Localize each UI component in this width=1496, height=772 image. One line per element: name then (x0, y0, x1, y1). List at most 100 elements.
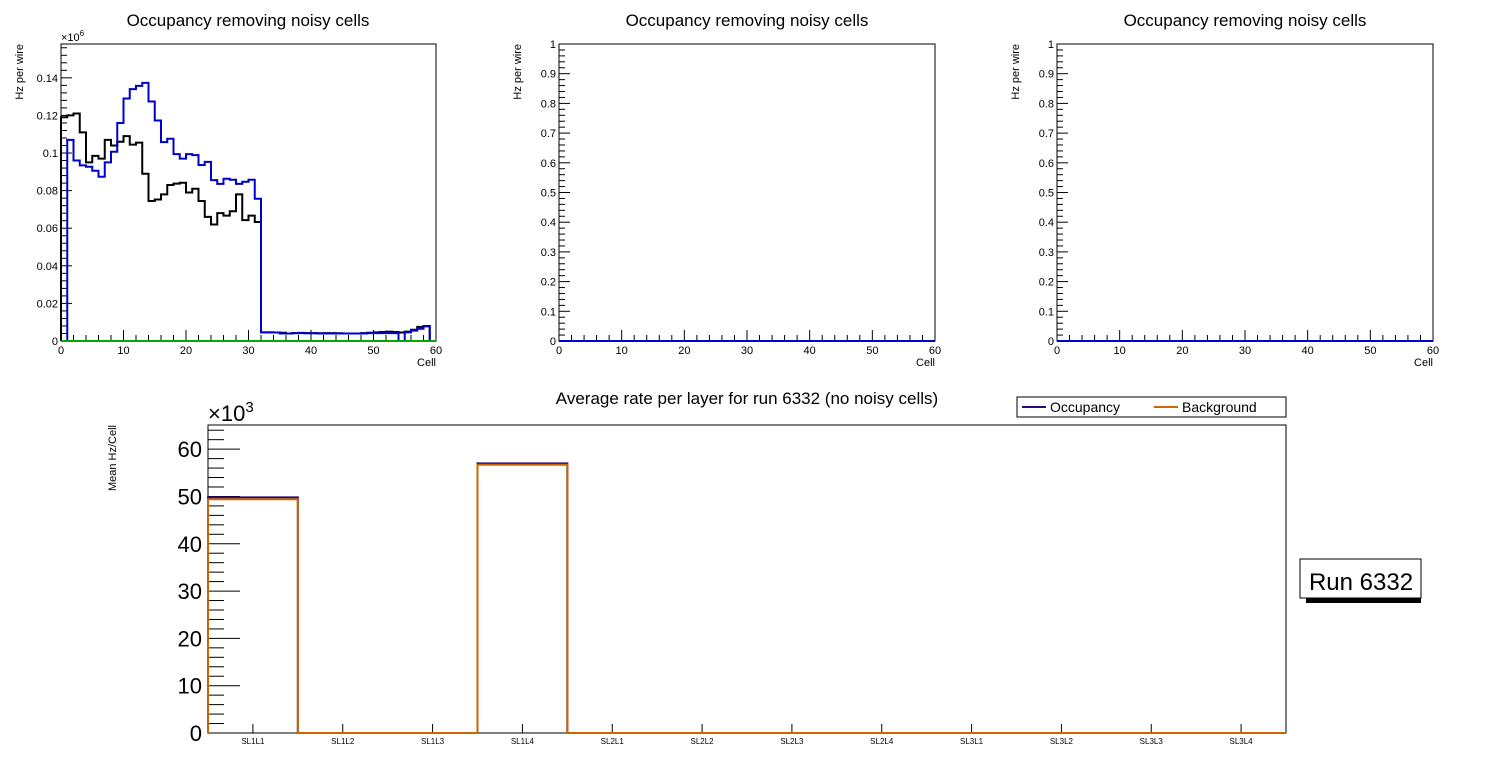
x-axis-label: Cell (916, 357, 935, 369)
legend-label-occupancy: Occupancy (1050, 399, 1120, 415)
x-tick-label: 10 (117, 345, 129, 357)
y-tick-label: 0.2 (1039, 277, 1054, 289)
x-tick-label: 20 (180, 345, 192, 357)
x-tick-label: 0 (1054, 345, 1060, 357)
occupancy-pad-3: Occupancy removing noisy cells 0 0.1 0.2 0.3… (1010, 11, 1439, 369)
y-tick-label: 0.1 (43, 148, 58, 160)
x-tick-label: 50 (367, 345, 379, 357)
y-tick-label: 0.14 (37, 73, 58, 85)
x-tick-label: 0 (58, 345, 64, 357)
legend-label-background: Background (1182, 399, 1257, 415)
plot-frame (207, 424, 1287, 734)
occupancy-pad-2: Occupancy removing noisy cells 0 0.1 0.2 0.3… (512, 11, 941, 369)
x-tick-label: 20 (678, 345, 690, 357)
legend: Occupancy Background (1016, 396, 1287, 418)
y-tick-label: 0.8 (1039, 98, 1054, 110)
x-axis-label: Cell (417, 357, 436, 369)
y-tick-label: 0 (190, 721, 202, 746)
y-tick-label: 20 (178, 626, 202, 651)
x-category-label: SL3L4 (1230, 737, 1254, 746)
y-tick-label: 0.12 (37, 110, 58, 122)
x-axis-label: Cell (1414, 357, 1433, 369)
y-axis-label: Hz per wire (14, 44, 26, 100)
plot-frame (60, 43, 437, 342)
x-tick-label: 30 (741, 345, 753, 357)
y-axis-label: Hz per wire (1010, 44, 1022, 100)
y-tick-label: 0 (1048, 336, 1054, 348)
y-tick-label: 0.04 (37, 261, 58, 273)
y-tick-label: 60 (178, 437, 202, 462)
y-tick-label: 0.5 (1039, 188, 1054, 200)
y-tick-label: 0.5 (541, 188, 556, 200)
x-tick-label: 30 (242, 345, 254, 357)
plot-frame (1056, 43, 1434, 342)
chart-title: Average rate per layer for run 6332 (no … (556, 389, 938, 408)
x-category-label: SL1L2 (331, 737, 355, 746)
y-tick-label: 0.4 (541, 217, 556, 229)
x-category-label: SL3L2 (1050, 737, 1074, 746)
y-tick-label: 0.1 (1039, 306, 1054, 318)
y-tick-label: 0.3 (541, 247, 556, 259)
y-tick-label: 0.1 (541, 306, 556, 318)
occupancy-pad-1: Occupancy removing noisy cells 0 0.02 0.04 0… (14, 11, 442, 369)
x-tick-label: 60 (430, 345, 442, 357)
x-category-label: SL1L3 (421, 737, 445, 746)
y-tick-label: 0.2 (541, 277, 556, 289)
y-axis-label: Hz per wire (512, 44, 524, 100)
plot-frame (558, 43, 936, 342)
x-category-label: SL1L1 (241, 737, 265, 746)
y-axis-label: Mean Hz/Cell (107, 425, 119, 491)
y-tick-label: 0.06 (37, 223, 58, 235)
chart-title: Occupancy removing noisy cells (127, 11, 370, 30)
y-tick-label: 1 (550, 39, 556, 51)
y-tick-label: 0.6 (1039, 158, 1054, 170)
chart-title: Occupancy removing noisy cells (1124, 11, 1367, 30)
y-tick-label: 0 (52, 336, 58, 348)
x-category-label: SL3L1 (960, 737, 984, 746)
y-tick-label: 50 (178, 484, 202, 509)
histogram-blue-series (61, 81, 436, 342)
y-tick-label: 0.3 (1039, 247, 1054, 259)
y-exponent-base: ×10 (61, 32, 80, 44)
y-tick-label: 0.9 (541, 69, 556, 81)
run-label: Run 6332 (1309, 569, 1413, 596)
x-tick-label: 20 (1176, 345, 1188, 357)
x-tick-label: 50 (866, 345, 878, 357)
x-category-label: SL2L1 (601, 737, 625, 746)
x-category-label: SL1L4 (511, 737, 535, 746)
bar-series-occupancy (207, 462, 1286, 734)
y-exponent-base: ×10 (208, 401, 245, 426)
legend-box (1016, 396, 1287, 418)
y-tick-label: 0.02 (37, 298, 58, 310)
y-tick-label: 0.9 (1039, 69, 1054, 81)
y-exponent-label: ×106 (61, 29, 85, 44)
x-category-label: SL2L4 (870, 737, 894, 746)
y-tick-label: 0.4 (1039, 217, 1054, 229)
x-tick-label: 60 (1427, 345, 1439, 357)
x-tick-label: 30 (1239, 345, 1251, 357)
y-tick-label: 0.7 (1039, 128, 1054, 140)
y-tick-label: 0.08 (37, 186, 58, 198)
x-tick-label: 0 (556, 345, 562, 357)
y-exponent-power: 3 (245, 399, 253, 416)
x-tick-label: 40 (804, 345, 816, 357)
x-tick-label: 10 (616, 345, 628, 357)
y-tick-label: 30 (178, 579, 202, 604)
y-exponent-label: ×103 (208, 399, 254, 426)
x-category-label: SL3L3 (1140, 737, 1164, 746)
y-tick-label: 0.8 (541, 98, 556, 110)
x-tick-label: 50 (1364, 345, 1376, 357)
x-tick-label: 40 (1302, 345, 1314, 357)
y-tick-label: 0.7 (541, 128, 556, 140)
y-tick-label: 10 (178, 674, 202, 699)
x-category-label: SL2L3 (780, 737, 804, 746)
chart-title: Occupancy removing noisy cells (626, 11, 869, 30)
run-box (1299, 558, 1422, 599)
y-exponent-power: 6 (80, 29, 85, 38)
x-tick-label: 60 (929, 345, 941, 357)
y-tick-label: 40 (178, 532, 202, 557)
x-category-label: SL2L2 (691, 737, 715, 746)
y-tick-label: 0.6 (541, 158, 556, 170)
bar-series-background (207, 463, 1286, 734)
